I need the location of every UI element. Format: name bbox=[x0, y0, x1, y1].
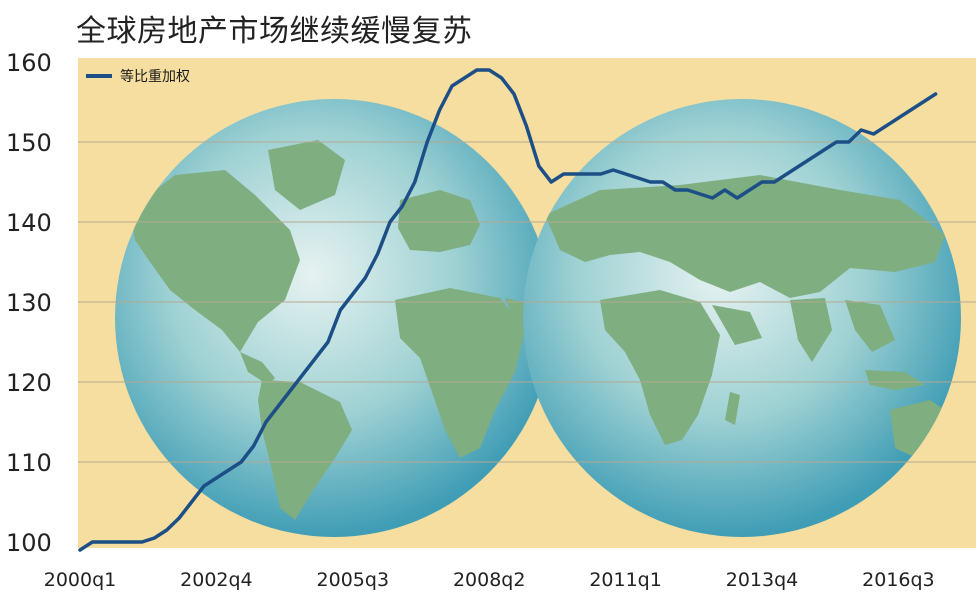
x-tick-label: 2005q3 bbox=[317, 569, 390, 591]
series-layer bbox=[78, 68, 938, 552]
y-tick-label: 150 bbox=[6, 129, 52, 157]
legend-label: 等比重加权 bbox=[120, 68, 190, 85]
y-tick-label: 160 bbox=[6, 49, 52, 77]
x-tick-label: 2002q4 bbox=[180, 569, 253, 591]
y-tick-label: 120 bbox=[6, 369, 52, 397]
legend: 等比重加权 bbox=[86, 68, 190, 85]
x-axis: 2000q1 2002q4 2005q3 2008q2 2011q1 2013q4 2016… bbox=[44, 569, 935, 591]
x-tick-label: 2016q3 bbox=[862, 569, 935, 591]
world-map-illustration bbox=[115, 99, 961, 537]
series-line-equal-weighted bbox=[78, 68, 938, 552]
gridlines bbox=[78, 141, 976, 463]
y-tick-label: 110 bbox=[6, 449, 52, 477]
y-tick-label: 140 bbox=[6, 209, 52, 237]
chart-title: 全球房地产市场继续缓慢复苏 bbox=[76, 14, 473, 49]
y-axis: 100 110 120 130 140 150 160 bbox=[6, 49, 52, 557]
x-tick-label: 2000q1 bbox=[44, 569, 117, 591]
y-tick-label: 130 bbox=[6, 289, 52, 317]
y-tick-label: 100 bbox=[6, 529, 52, 557]
x-tick-label: 2011q1 bbox=[589, 569, 662, 591]
x-tick-label: 2008q2 bbox=[453, 569, 526, 591]
x-tick-label: 2013q4 bbox=[726, 569, 799, 591]
